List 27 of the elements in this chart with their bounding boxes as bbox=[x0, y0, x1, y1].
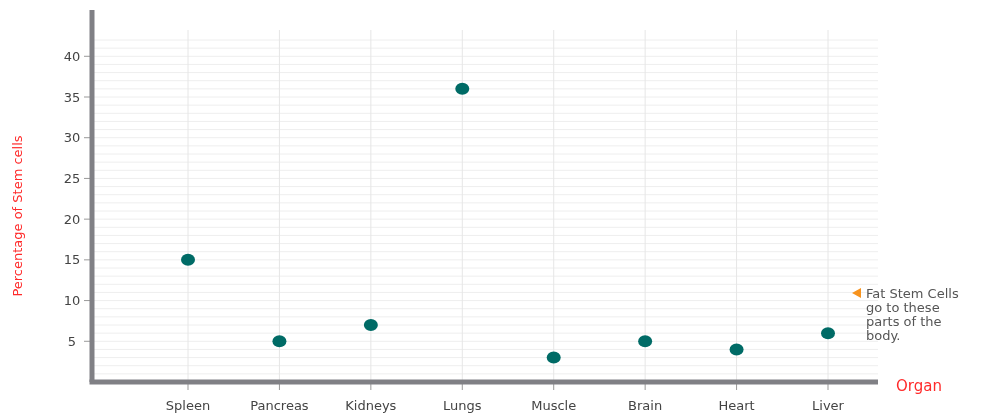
x-tick-label: Heart bbox=[718, 398, 755, 413]
y-tick-label: 30 bbox=[63, 130, 81, 146]
point bbox=[546, 351, 561, 364]
x-tick-label: Muscle bbox=[531, 398, 577, 413]
point bbox=[363, 319, 378, 331]
x-tick-label: Lungs bbox=[443, 398, 482, 413]
y-tick-label: 15 bbox=[63, 252, 81, 268]
point bbox=[638, 335, 653, 348]
point bbox=[455, 82, 470, 95]
point bbox=[181, 253, 195, 266]
y-tick-label: 25 bbox=[63, 170, 81, 186]
point bbox=[272, 335, 287, 348]
x-tick-label: Pancreas bbox=[250, 398, 309, 413]
x-tick-label: Brain bbox=[628, 398, 663, 413]
point bbox=[729, 343, 744, 356]
x-axis-title: Organ bbox=[896, 377, 942, 396]
y-tick-label: 40 bbox=[63, 48, 81, 64]
x-tick-label: Spleen bbox=[165, 398, 211, 413]
x-tick-label: Kidneys bbox=[345, 398, 397, 413]
y-tick-label: 35 bbox=[63, 89, 81, 105]
y-tick-label: 5 bbox=[67, 333, 77, 349]
y-tick-label: 10 bbox=[63, 293, 81, 309]
y-axis-title: Percentage of Stem cells bbox=[10, 135, 25, 297]
y-tick-label: 20 bbox=[63, 211, 81, 227]
point bbox=[821, 327, 835, 340]
annotation: Fat Stem Cells go to these parts of the body. bbox=[866, 285, 959, 344]
x-tick-label: Liver bbox=[812, 398, 845, 413]
